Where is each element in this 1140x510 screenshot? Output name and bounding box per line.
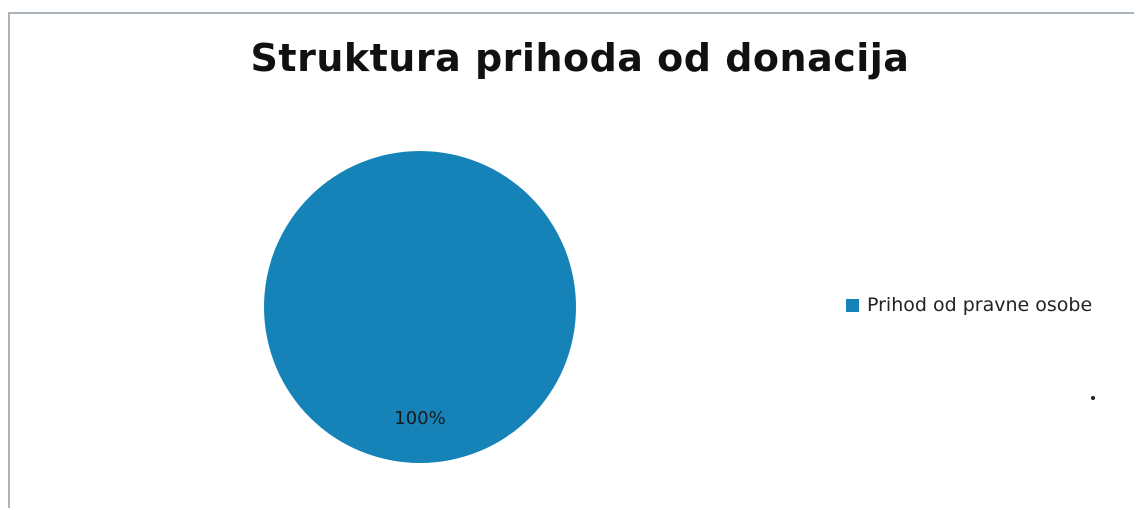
pie-data-label: 100% [394, 408, 445, 429]
chart-frame [8, 12, 1134, 508]
pie-slices [264, 151, 576, 463]
legend-label: Prihod od pravne osobe [867, 294, 1093, 316]
legend-swatch [846, 298, 859, 312]
chart-legend: Prihod od pravne osobe [846, 294, 1092, 316]
chart-title: Struktura prihoda od donacija [250, 36, 910, 80]
pie-data-labels: 100% [394, 408, 445, 429]
pie-slice [264, 151, 576, 463]
scan-speck [1091, 396, 1095, 400]
